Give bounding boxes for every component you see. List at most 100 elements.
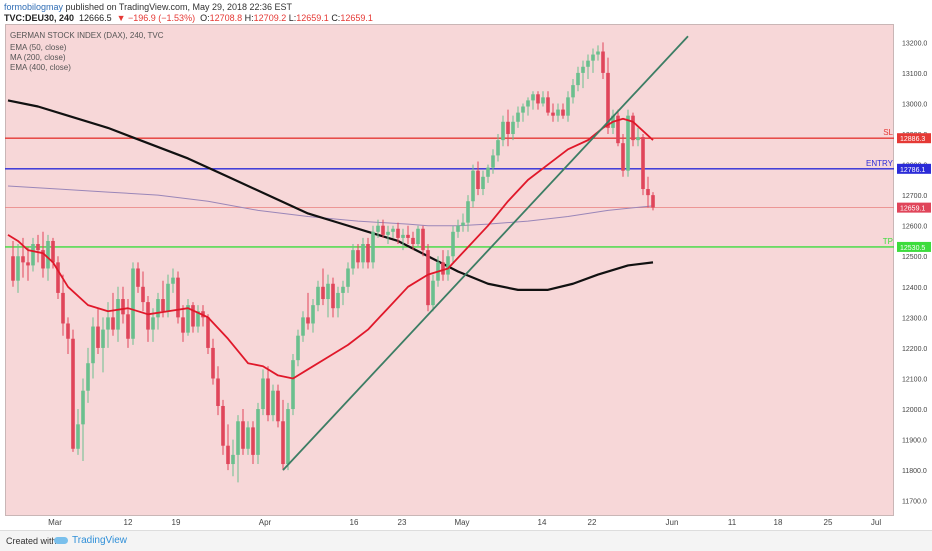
candle-body: [546, 97, 550, 113]
candle-body: [126, 314, 130, 339]
candle-body: [336, 292, 340, 309]
author-link[interactable]: formobilogmay: [4, 2, 64, 12]
candle-body: [561, 109, 565, 116]
y-tick-label: 12600.0: [902, 224, 927, 231]
open-value: 12708.8: [209, 13, 243, 23]
candle-body: [451, 231, 455, 257]
candle-body: [21, 256, 25, 263]
candle-body: [526, 100, 530, 107]
candle-body: [366, 244, 370, 263]
candle-body: [391, 228, 395, 232]
candle-body: [401, 234, 405, 238]
candle-body: [251, 427, 255, 455]
level-label-entry: ENTRY: [866, 159, 894, 168]
candle-body: [166, 283, 170, 312]
y-tick-label: 13000.0: [902, 101, 927, 108]
candle-body: [136, 268, 140, 287]
candle-body: [216, 378, 220, 406]
candle-body: [641, 137, 645, 190]
candle-body: [221, 405, 225, 446]
candle-body: [131, 268, 135, 339]
candle-body: [591, 54, 595, 61]
x-tick-label: 12: [124, 518, 133, 527]
x-tick-label: Mar: [48, 518, 62, 527]
candle-body: [276, 390, 280, 422]
candle-body: [156, 299, 160, 318]
candle-body: [296, 335, 300, 361]
candle-body: [356, 250, 360, 263]
candle-body: [81, 390, 85, 425]
candle-body: [481, 176, 485, 190]
candle-body: [286, 409, 290, 465]
tradingview-cloud-icon: [54, 537, 68, 544]
y-tick-label: 11800.0: [902, 468, 927, 475]
entry-tag-text: 12786.1: [900, 167, 925, 174]
legend-ema400: EMA (400, close): [10, 63, 71, 72]
candle-body: [496, 140, 500, 156]
y-tick-label: 12200.0: [902, 346, 927, 353]
candle-body: [386, 231, 390, 235]
x-tick-label: 19: [172, 518, 181, 527]
candle-body: [476, 170, 480, 190]
x-tick-label: Jun: [666, 518, 679, 527]
candle-body: [576, 72, 580, 86]
candle-body: [371, 231, 375, 263]
candle-body: [36, 244, 40, 251]
candle-body: [556, 109, 560, 116]
y-tick-label: 12300.0: [902, 315, 927, 322]
candle-body: [291, 360, 295, 410]
candle-body: [86, 363, 90, 391]
candle-body: [331, 283, 335, 309]
candle-body: [111, 317, 115, 330]
candle-body: [506, 121, 510, 135]
created-with-label: Created with: [6, 536, 57, 546]
candle-body: [71, 338, 75, 449]
y-tick-label: 13100.0: [902, 71, 927, 78]
candle-body: [191, 305, 195, 327]
candle-body: [116, 299, 120, 330]
candle-body: [181, 317, 185, 333]
candle-body: [461, 222, 465, 226]
candle-body: [376, 225, 380, 232]
candle-body: [141, 286, 145, 303]
candle-body: [236, 421, 240, 455]
y-tick-label: 12700.0: [902, 193, 927, 200]
candle-body: [531, 94, 535, 101]
tradingview-brand[interactable]: TradingView: [72, 535, 128, 546]
candle-body: [411, 237, 415, 245]
candle-body: [431, 280, 435, 306]
candle-body: [256, 409, 260, 455]
candle-body: [536, 94, 540, 104]
candle-body: [351, 250, 355, 269]
candle-body: [406, 234, 410, 238]
legend-title: GERMAN STOCK INDEX (DAX), 240, TVC: [10, 31, 164, 40]
candle-body: [91, 326, 95, 364]
low-value: 12659.1: [296, 13, 329, 23]
y-tick-label: 12500.0: [902, 254, 927, 261]
candle-body: [186, 305, 190, 333]
publish-text: published on TradingView.com, May 29, 20…: [63, 2, 293, 12]
candle-body: [321, 286, 325, 300]
candle-body: [96, 326, 100, 348]
candle-body: [101, 329, 105, 348]
candle-body: [421, 228, 425, 251]
candle-body: [381, 225, 385, 235]
candle-body: [106, 317, 110, 330]
candle-body: [311, 305, 315, 324]
ema400-line: [7, 99, 654, 291]
candle-body: [441, 262, 445, 275]
open-label: O:: [200, 13, 210, 23]
close-label: C:: [331, 13, 341, 23]
candle-body: [146, 302, 150, 330]
candle-body: [426, 250, 430, 306]
candle-body: [271, 390, 275, 416]
high-label: H:: [244, 13, 254, 23]
candle-body: [446, 256, 450, 275]
legend-ema50: EMA (50, close): [10, 43, 67, 52]
level-label-sl: SL: [883, 128, 893, 137]
level-label-tp: TP: [883, 237, 893, 246]
candle-body: [231, 454, 235, 465]
price-chart[interactable]: SLENTRYTP11700.011800.011900.012000.0121…: [0, 0, 932, 530]
candle-body: [16, 256, 20, 281]
candle-body: [471, 170, 475, 202]
